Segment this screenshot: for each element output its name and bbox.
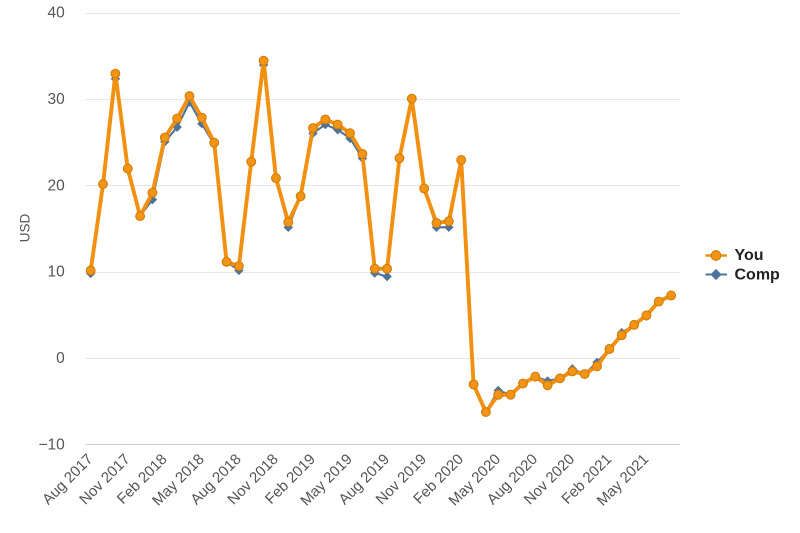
svg-text:20: 20: [48, 177, 66, 194]
svg-text:USD: USD: [18, 214, 33, 243]
svg-text:40: 40: [48, 5, 66, 22]
svg-text:Comp: Comp: [735, 266, 781, 283]
svg-text:10: 10: [48, 264, 66, 281]
svg-text:30: 30: [48, 91, 66, 108]
svg-text:−10: −10: [39, 436, 66, 453]
svg-text:You: You: [735, 247, 764, 264]
svg-text:0: 0: [56, 350, 65, 367]
